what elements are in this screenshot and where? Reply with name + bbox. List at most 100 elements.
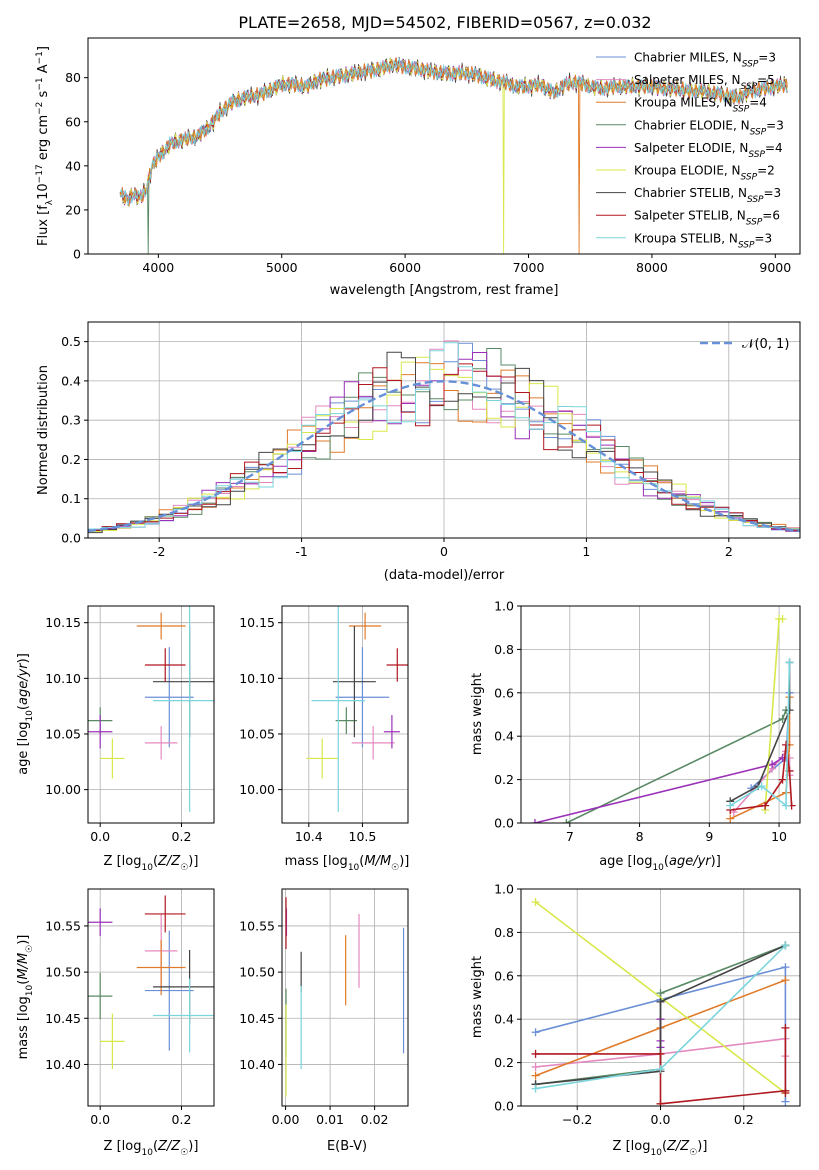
axes-frame: [520, 888, 801, 1107]
y-tick-label: 0.0: [494, 1099, 514, 1114]
label-part: age/yr: [669, 854, 712, 869]
label-part: )]: [188, 1139, 198, 1154]
weight-marker: [768, 760, 777, 769]
y-tick-label: 0.4: [494, 1012, 514, 1027]
label-part: age [log: [599, 854, 652, 869]
label-part: (: [153, 1139, 158, 1154]
label-part: SSP: [742, 60, 759, 70]
label-part: −1: [35, 77, 45, 90]
weight-marker: [778, 775, 787, 784]
label-part: ]: [36, 46, 51, 51]
label-part: )]: [188, 854, 198, 869]
label-part: )]: [399, 854, 409, 869]
y-tick-label: 0.8: [494, 642, 514, 657]
x-tick-label: 0.2: [734, 1112, 754, 1127]
weight-marker: [757, 782, 766, 791]
x-tick-label: 0.00: [272, 1112, 300, 1127]
x-axis-label: Z [log10(Z/Z☉)]: [104, 1139, 199, 1158]
weight-line: [565, 709, 787, 823]
legend-label: Chabrier MILES, NSSP=3: [634, 51, 776, 70]
x-tick-label: 0.02: [361, 1112, 389, 1127]
y-axis-label: mass weight: [470, 673, 485, 755]
label-part: ☉: [689, 1148, 697, 1158]
label-part: erg cm: [36, 115, 51, 164]
label-part: Chabrier MILES, N: [634, 51, 742, 65]
label-part: Salpeter ELODIE, N: [634, 141, 748, 155]
y-tick-label: 20: [65, 202, 81, 217]
y-axis-label: mass [log10(M/M☉)]: [16, 935, 35, 1060]
plot-area: [530, 615, 796, 823]
weight-marker: [781, 1023, 790, 1032]
label-part: SSP: [741, 173, 758, 183]
y-axis-label: mass weight: [470, 956, 485, 1038]
y-tick-label: 10.10: [45, 671, 81, 686]
label-part: M/M: [16, 953, 31, 980]
y-axis-label: Normed distribution: [36, 365, 51, 495]
x-tick-label: 10.4: [295, 829, 323, 844]
plot-area: [88, 340, 800, 534]
label-part: =2: [757, 164, 775, 178]
y-tick-label: 0.2: [494, 772, 514, 787]
histogram-step: [88, 356, 800, 532]
y-tick-label: 0.3: [61, 413, 81, 428]
weight-marker: [656, 1099, 665, 1106]
y-tick-label: 60: [65, 114, 81, 129]
label-part: Salpeter MILES, N: [634, 73, 741, 87]
label-part: ☉: [391, 863, 399, 873]
y-tick-label: 1.0: [494, 882, 514, 897]
label-part: )]: [16, 653, 31, 663]
weight-line: [535, 944, 786, 1086]
weight-marker: [785, 658, 794, 667]
axes-frame: [87, 321, 801, 539]
x-tick-label: 9000: [759, 260, 791, 275]
y-tick-label: 0.0: [61, 531, 81, 546]
legend-label: Salpeter STELIB, NSSP=6: [634, 209, 780, 228]
legend-label: Kroupa MILES, NSSP=4: [634, 96, 767, 115]
y-tick-label: 10.05: [45, 726, 81, 741]
x-axis-label: age [log10(age/yr)]: [599, 854, 721, 873]
panel-residuals: -2 -1 0 1 2 0.0 0.1 0.2 0.3 0.4 0.5 𝒩(0, 1) (data-mo…: [36, 321, 801, 583]
x-tick-label: −0.2: [562, 1112, 592, 1127]
weight-marker: [781, 963, 790, 972]
x-tick-label: 10.5: [349, 829, 377, 844]
label-part: Kroupa STELIB, N: [634, 231, 738, 245]
x-tick-label: 5000: [266, 260, 298, 275]
spectrum-line: [119, 57, 788, 206]
label-part: Z/Z: [666, 1139, 690, 1154]
spectrum-line: [119, 57, 788, 254]
label-part: Z [log: [104, 1139, 142, 1154]
y-tick-label: 10.10: [239, 671, 275, 686]
weight-marker: [531, 1062, 540, 1071]
label-part: =3: [766, 118, 784, 132]
x-axis-label: mass [log10(M/M☉)]: [285, 854, 410, 873]
y-tick-label: 0.0: [494, 816, 514, 831]
x-tick-label: -2: [153, 544, 165, 559]
weight-marker: [656, 997, 665, 1006]
x-tick-label: 0.0: [90, 1112, 110, 1127]
label-part: mass [log: [285, 854, 348, 869]
y-tick-label: 10.45: [239, 1011, 275, 1026]
label-part: Z/Z: [157, 1139, 181, 1154]
x-tick-label: 4000: [142, 260, 174, 275]
axes-frame: [281, 888, 409, 1107]
x-tick-label: 6000: [389, 260, 421, 275]
weight-marker: [778, 615, 787, 624]
weight-marker: [656, 1065, 665, 1074]
label-part: mass [log: [16, 996, 31, 1059]
label-part: SSP: [741, 82, 758, 92]
label-part: Z/Z: [157, 854, 181, 869]
weight-marker: [781, 1088, 790, 1097]
weight-marker: [785, 706, 794, 715]
y-tick-label: 0: [73, 247, 81, 262]
label-part: Z [log: [613, 1139, 651, 1154]
label-part: SSP: [733, 105, 750, 115]
label-part: Flux [f: [36, 205, 51, 246]
label-part: Chabrier STELIB, N: [634, 186, 747, 200]
label-part: SSP: [738, 240, 755, 250]
y-tick-label: 0.8: [494, 925, 514, 940]
y-tick-label: 10.50: [239, 965, 275, 980]
label-part: (: [16, 705, 31, 710]
y-tick-label: 0.5: [61, 334, 81, 349]
